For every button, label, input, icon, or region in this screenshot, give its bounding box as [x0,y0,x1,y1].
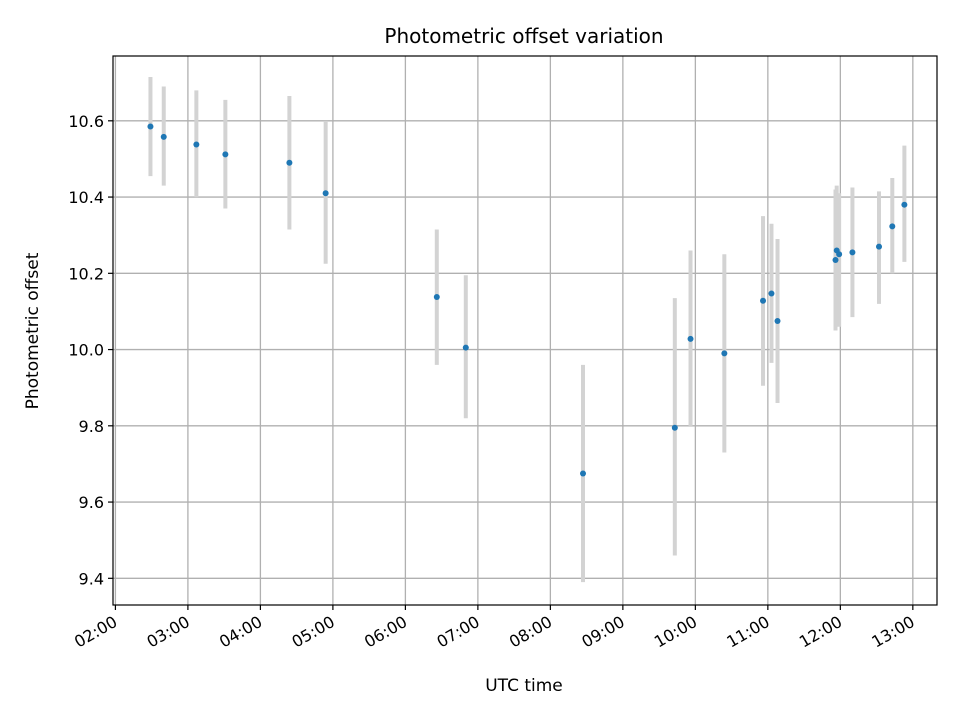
data-point [832,256,839,263]
x-tick-label: 06:00 [361,612,410,652]
x-tick-label: 11:00 [723,612,772,652]
data-point [193,141,200,148]
y-tick-label: 10.0 [68,341,104,360]
error-bars [148,76,907,583]
x-tick-label: 12:00 [796,612,845,652]
x-tick-label: 03:00 [143,612,192,652]
data-point [901,201,908,208]
plot-frame [112,55,938,606]
y-tick-label: 10.6 [68,112,104,131]
data-point [286,159,293,166]
data-points [147,123,908,477]
y-axis-label: Photometric offset [23,252,43,409]
data-point [322,190,329,197]
y-tick-label: 9.8 [79,417,104,436]
x-axis-label: UTC time [485,676,563,696]
y-tick-label: 9.4 [79,569,104,588]
data-point [462,344,469,351]
data-point [760,297,767,304]
data-point [687,335,694,342]
data-point [768,290,775,297]
y-tick-label: 10.4 [68,188,104,207]
data-point [222,151,229,158]
x-tick-label: 04:00 [216,612,265,652]
x-tick-label: 02:00 [71,612,120,652]
data-point [160,133,167,140]
x-tick-label: 10:00 [651,612,700,652]
x-tick-label: 08:00 [506,612,555,652]
x-tick-label: 05:00 [288,612,337,652]
data-point [433,293,440,300]
data-point [147,123,154,130]
y-tick-label: 9.6 [79,493,104,512]
y-axis: 9.4 9.6 9.8 10.0 10.2 10.4 10.6 [68,112,113,588]
data-point [671,424,678,431]
x-tick-label: 07:00 [433,612,482,652]
x-tick-label: 13:00 [868,612,917,652]
grid-lines [113,56,937,605]
data-point [876,243,883,250]
data-point [836,251,843,258]
data-point [849,249,856,256]
data-point [721,350,728,357]
x-tick-label: 09:00 [578,612,627,652]
data-point [889,223,896,230]
data-point [774,317,781,324]
x-axis: 02:00 03:00 04:00 05:00 06:00 07:00 08:00 09:00… [71,605,918,652]
data-point [579,470,586,477]
y-tick-label: 10.2 [68,264,104,283]
chart-title: Photometric offset variation [384,24,663,48]
